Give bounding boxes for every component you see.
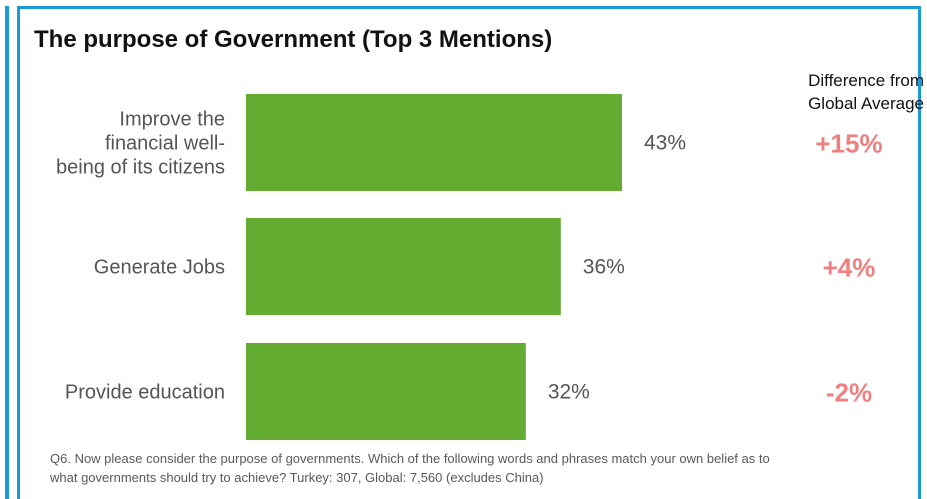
value-label-2: 36%: [583, 256, 625, 279]
difference-header-line-1: Difference from: [808, 71, 924, 90]
difference-label-2: +4%: [823, 253, 876, 283]
chart-frame: [17, 6, 921, 499]
difference-header-line-2: Global Average: [808, 94, 924, 113]
category-label-2-line-1: Generate Jobs: [94, 257, 225, 279]
category-label-1-line-1: Improve the: [119, 109, 225, 131]
category-label-1-line-2: financial well-: [105, 133, 225, 155]
footnote-line-1: Q6. Now please consider the purpose of g…: [50, 451, 770, 466]
category-label-1-line-3: being of its citizens: [56, 157, 225, 179]
footnote: Q6. Now please consider the purpose of g…: [50, 449, 920, 487]
value-label-1: 43%: [644, 132, 686, 155]
left-accent-rule: [5, 6, 9, 499]
bar-3: [246, 343, 526, 440]
difference-header: Difference from Global Average: [760, 69, 924, 115]
difference-label-3: -2%: [826, 378, 872, 408]
bar-1: [246, 94, 622, 191]
difference-label-1: +15%: [815, 129, 882, 159]
bar-2: [246, 218, 561, 315]
value-label-3: 32%: [548, 381, 590, 404]
footnote-line-2: what governments should try to achieve? …: [50, 470, 544, 485]
category-label-3-line-1: Provide education: [65, 382, 225, 404]
chart-title: The purpose of Government (Top 3 Mention…: [34, 26, 553, 53]
